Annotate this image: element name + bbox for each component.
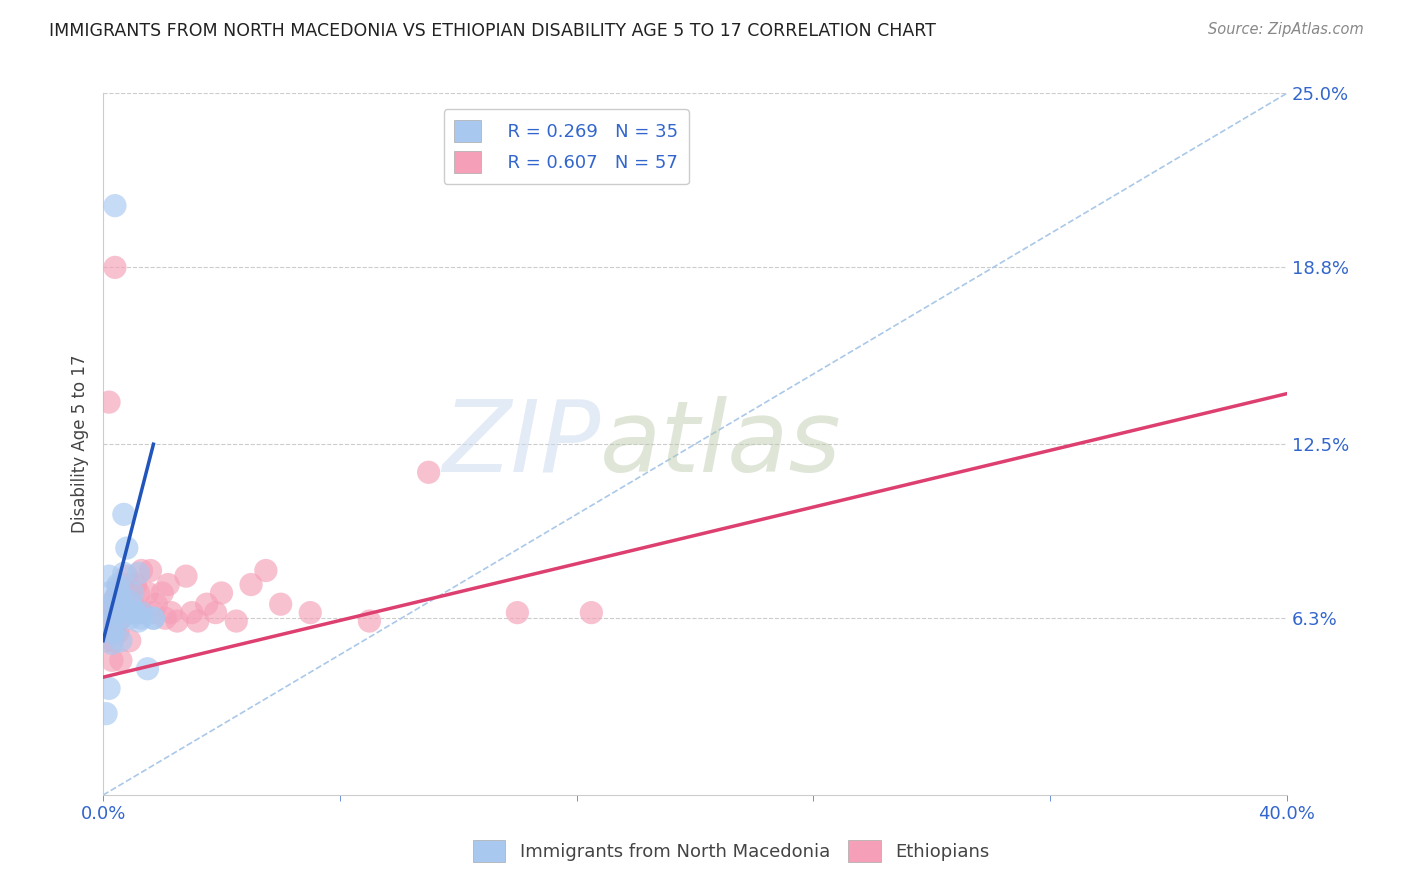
Point <box>107 625 129 640</box>
Point <box>131 606 153 620</box>
Point <box>160 606 183 620</box>
Point <box>101 616 124 631</box>
Point <box>94 611 117 625</box>
Point <box>299 606 322 620</box>
Point <box>101 606 124 620</box>
Point <box>110 633 132 648</box>
Point <box>110 653 132 667</box>
Point <box>98 625 121 640</box>
Point <box>204 606 226 620</box>
Point <box>136 586 159 600</box>
Point <box>142 611 165 625</box>
Point <box>101 625 124 640</box>
Point <box>124 577 146 591</box>
Point <box>131 606 153 620</box>
Point <box>211 586 233 600</box>
Point <box>110 589 132 603</box>
Point <box>136 662 159 676</box>
Point <box>101 597 124 611</box>
Point <box>104 591 127 606</box>
Point <box>174 569 197 583</box>
Point <box>104 591 127 606</box>
Point <box>94 633 117 648</box>
Point <box>115 569 138 583</box>
Point <box>104 199 127 213</box>
Point <box>104 625 127 640</box>
Point <box>98 614 121 628</box>
Point <box>101 653 124 667</box>
Point <box>107 614 129 628</box>
Point <box>115 591 138 606</box>
Point <box>128 606 150 620</box>
Point <box>359 614 381 628</box>
Point <box>131 611 153 625</box>
Point <box>121 586 143 600</box>
Point <box>124 606 146 620</box>
Point <box>145 597 167 611</box>
Point <box>107 586 129 600</box>
Point <box>118 586 141 600</box>
Point <box>112 508 135 522</box>
Point <box>142 611 165 625</box>
Point <box>107 577 129 591</box>
Point <box>107 606 129 620</box>
Point <box>157 577 180 591</box>
Point <box>94 600 117 615</box>
Legend:   R = 0.269   N = 35,   R = 0.607   N = 57: R = 0.269 N = 35, R = 0.607 N = 57 <box>443 110 689 184</box>
Point <box>240 577 263 591</box>
Point <box>98 681 121 696</box>
Point <box>139 564 162 578</box>
Point <box>98 395 121 409</box>
Point <box>121 597 143 611</box>
Point <box>112 577 135 591</box>
Point <box>115 541 138 555</box>
Point <box>506 606 529 620</box>
Point <box>254 564 277 578</box>
Point <box>112 597 135 611</box>
Point <box>104 606 127 620</box>
Point <box>128 566 150 581</box>
Point <box>118 633 141 648</box>
Point <box>101 636 124 650</box>
Point <box>104 611 127 625</box>
Text: IMMIGRANTS FROM NORTH MACEDONIA VS ETHIOPIAN DISABILITY AGE 5 TO 17 CORRELATION : IMMIGRANTS FROM NORTH MACEDONIA VS ETHIO… <box>49 22 936 40</box>
Point <box>98 606 121 620</box>
Text: Source: ZipAtlas.com: Source: ZipAtlas.com <box>1208 22 1364 37</box>
Point <box>112 566 135 581</box>
Text: atlas: atlas <box>600 396 842 492</box>
Point <box>104 625 127 640</box>
Point <box>187 614 209 628</box>
Point <box>101 620 124 634</box>
Point <box>110 611 132 625</box>
Point <box>225 614 247 628</box>
Point <box>110 611 132 625</box>
Point <box>118 594 141 608</box>
Point <box>104 260 127 275</box>
Point <box>150 586 173 600</box>
Point <box>418 465 440 479</box>
Point <box>270 597 292 611</box>
Point <box>112 597 135 611</box>
Point <box>128 586 150 600</box>
Point <box>131 564 153 578</box>
Point <box>107 580 129 594</box>
Point <box>155 611 177 625</box>
Point <box>98 586 121 600</box>
Point <box>195 597 218 611</box>
Point <box>180 606 202 620</box>
Point <box>101 633 124 648</box>
Point <box>94 706 117 721</box>
Point <box>581 606 603 620</box>
Point <box>118 611 141 625</box>
Point <box>124 606 146 620</box>
Y-axis label: Disability Age 5 to 17: Disability Age 5 to 17 <box>72 355 89 533</box>
Legend: Immigrants from North Macedonia, Ethiopians: Immigrants from North Macedonia, Ethiopi… <box>465 833 997 870</box>
Point <box>166 614 188 628</box>
Point <box>142 606 165 620</box>
Point <box>128 614 150 628</box>
Point <box>98 569 121 583</box>
Point <box>115 606 138 620</box>
Text: ZIP: ZIP <box>441 396 600 492</box>
Point <box>118 606 141 620</box>
